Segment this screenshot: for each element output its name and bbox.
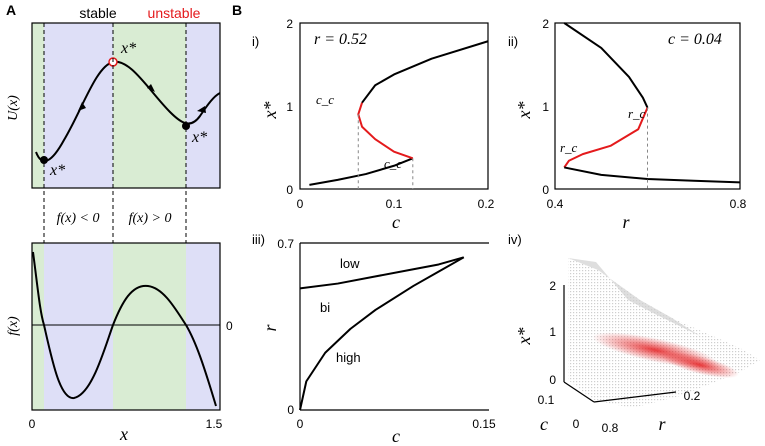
axes-frame: [31, 22, 221, 189]
equilibrium-point-stable: [182, 122, 190, 130]
surface-upper-sheet: [568, 258, 700, 336]
x-tick-label: 0.4: [547, 197, 564, 211]
x-tick-label: 0.15: [472, 417, 496, 431]
r-tick-label: 0.2: [684, 389, 701, 403]
unstable-region: [186, 23, 220, 188]
x-tick-label: 0: [29, 417, 36, 431]
arrow-icon: [197, 106, 206, 113]
r-axis-label: r: [658, 414, 666, 434]
region-label-negative: f(x) < 0: [57, 211, 100, 226]
stable-branch-upper: [361, 40, 489, 104]
y-tick-label: 0: [286, 183, 293, 197]
boundary-low-bi: [299, 256, 465, 290]
unstable-branch: [357, 102, 414, 160]
c-tick-label: 0.1: [538, 393, 555, 407]
critical-label: r_c: [560, 140, 578, 155]
x-tick-label: 0: [297, 417, 304, 431]
equilibrium-label: x*: [49, 162, 65, 179]
x-tick-label: 0.8: [730, 197, 747, 211]
stable-branch-lower: [309, 157, 414, 186]
unstable-region: [186, 243, 220, 410]
unstable-region: [44, 23, 113, 188]
y-tick-label: 2: [542, 17, 549, 31]
r-axis-line: [593, 391, 677, 403]
flux-curve: [32, 251, 217, 407]
y-tick-label: 1: [286, 100, 293, 114]
x-axis-label: x: [119, 424, 128, 444]
bifurcation-plot-r: c = 0.04 r_c r_c 0 1 2 0.4 0.8 r x*: [514, 17, 747, 232]
flux-plot: 0 0 1.5 x f(x): [6, 242, 233, 444]
r-tick-label: 0.8: [602, 421, 619, 435]
x-axis-label: r: [622, 212, 630, 232]
x-axis-label: c: [392, 426, 400, 446]
c-tick-label: 0: [573, 417, 580, 431]
y-axis-label: f(x): [6, 316, 21, 336]
arrow-icon: [147, 84, 155, 92]
parameter-annotation: r = 0.52: [314, 31, 367, 48]
y-tick-label: 0.7: [277, 237, 294, 251]
panel-label-b: B: [232, 2, 242, 18]
z-tick-label: 2: [549, 279, 556, 293]
equilibrium-label: x*: [191, 129, 207, 146]
y-tick-label: 0: [287, 403, 294, 417]
c-axis-line: [563, 381, 595, 403]
stable-region: [113, 23, 186, 188]
unstable-region-cloud: [661, 351, 739, 379]
region-label-high: high: [336, 350, 361, 365]
boundary-bi-high: [299, 256, 465, 411]
critical-label: c_c: [316, 92, 334, 107]
equilibrium-label: x*: [120, 40, 136, 57]
region-label-low: low: [340, 256, 360, 271]
y-axis-label: x*: [260, 102, 280, 120]
surface-mesh: [568, 258, 760, 408]
stable-region: [113, 243, 186, 410]
panel-label-ii: ii): [508, 34, 518, 49]
unstable-header: unstable: [148, 5, 201, 21]
z-tick-label: 1: [549, 325, 556, 339]
y-tick-label: 1: [542, 100, 549, 114]
y-tick-label: 2: [286, 17, 293, 31]
arrow-icon: [78, 102, 86, 111]
y-axis-label: r: [260, 324, 280, 332]
z-axis-label: x*: [514, 328, 534, 346]
x-tick-label: 0.1: [386, 197, 403, 211]
c-axis-label: c: [540, 414, 548, 434]
potential-plot: x* x* x* U(x): [6, 22, 221, 189]
critical-label: c_c: [384, 156, 402, 171]
x-tick-label: 0.2: [478, 197, 495, 211]
x-tick-label: 0: [297, 197, 304, 211]
region-label-positive: f(x) > 0: [129, 211, 172, 226]
stable-branch-upper: [563, 22, 649, 109]
axes-frame: [554, 22, 741, 190]
potential-curve: [35, 60, 221, 163]
unstable-region: [44, 243, 113, 410]
stable-header: stable: [79, 5, 117, 21]
y-axis-label: x*: [514, 102, 534, 120]
bifurcation-plot-c: r = 0.52 c_c c_c 0 1 2 0 0.1 0.2 c x*: [260, 17, 495, 232]
zero-tick-label: 0: [226, 319, 233, 333]
stable-region: [32, 243, 44, 410]
panel-label-iii: iii): [252, 232, 265, 247]
panel-label-iv: iv): [508, 232, 522, 247]
x-tick-label: 1.5: [206, 417, 223, 431]
x-axis-label: c: [392, 212, 400, 232]
surface-plot-3d: 2 1 0 x* 0.1 0 c 0.8 0.2 r: [514, 258, 760, 435]
critical-label: r_c: [628, 106, 646, 121]
unstable-branch: [563, 107, 649, 168]
panel-label-a: A: [6, 2, 16, 18]
y-tick-label: 0: [542, 183, 549, 197]
region-label-bi: bi: [320, 300, 330, 315]
stable-branch-lower: [564, 166, 741, 184]
parameter-annotation: c = 0.04: [668, 31, 722, 48]
axes-frame: [299, 22, 489, 190]
axes-frame: [31, 242, 221, 411]
panel-label-i: i): [252, 34, 259, 49]
z-tick-label: 0: [549, 373, 556, 387]
y-axis-label: U(x): [6, 95, 21, 121]
stable-region: [32, 23, 44, 188]
phase-diagram: low bi high 0 0.7 0 0.15 c r: [260, 237, 496, 446]
